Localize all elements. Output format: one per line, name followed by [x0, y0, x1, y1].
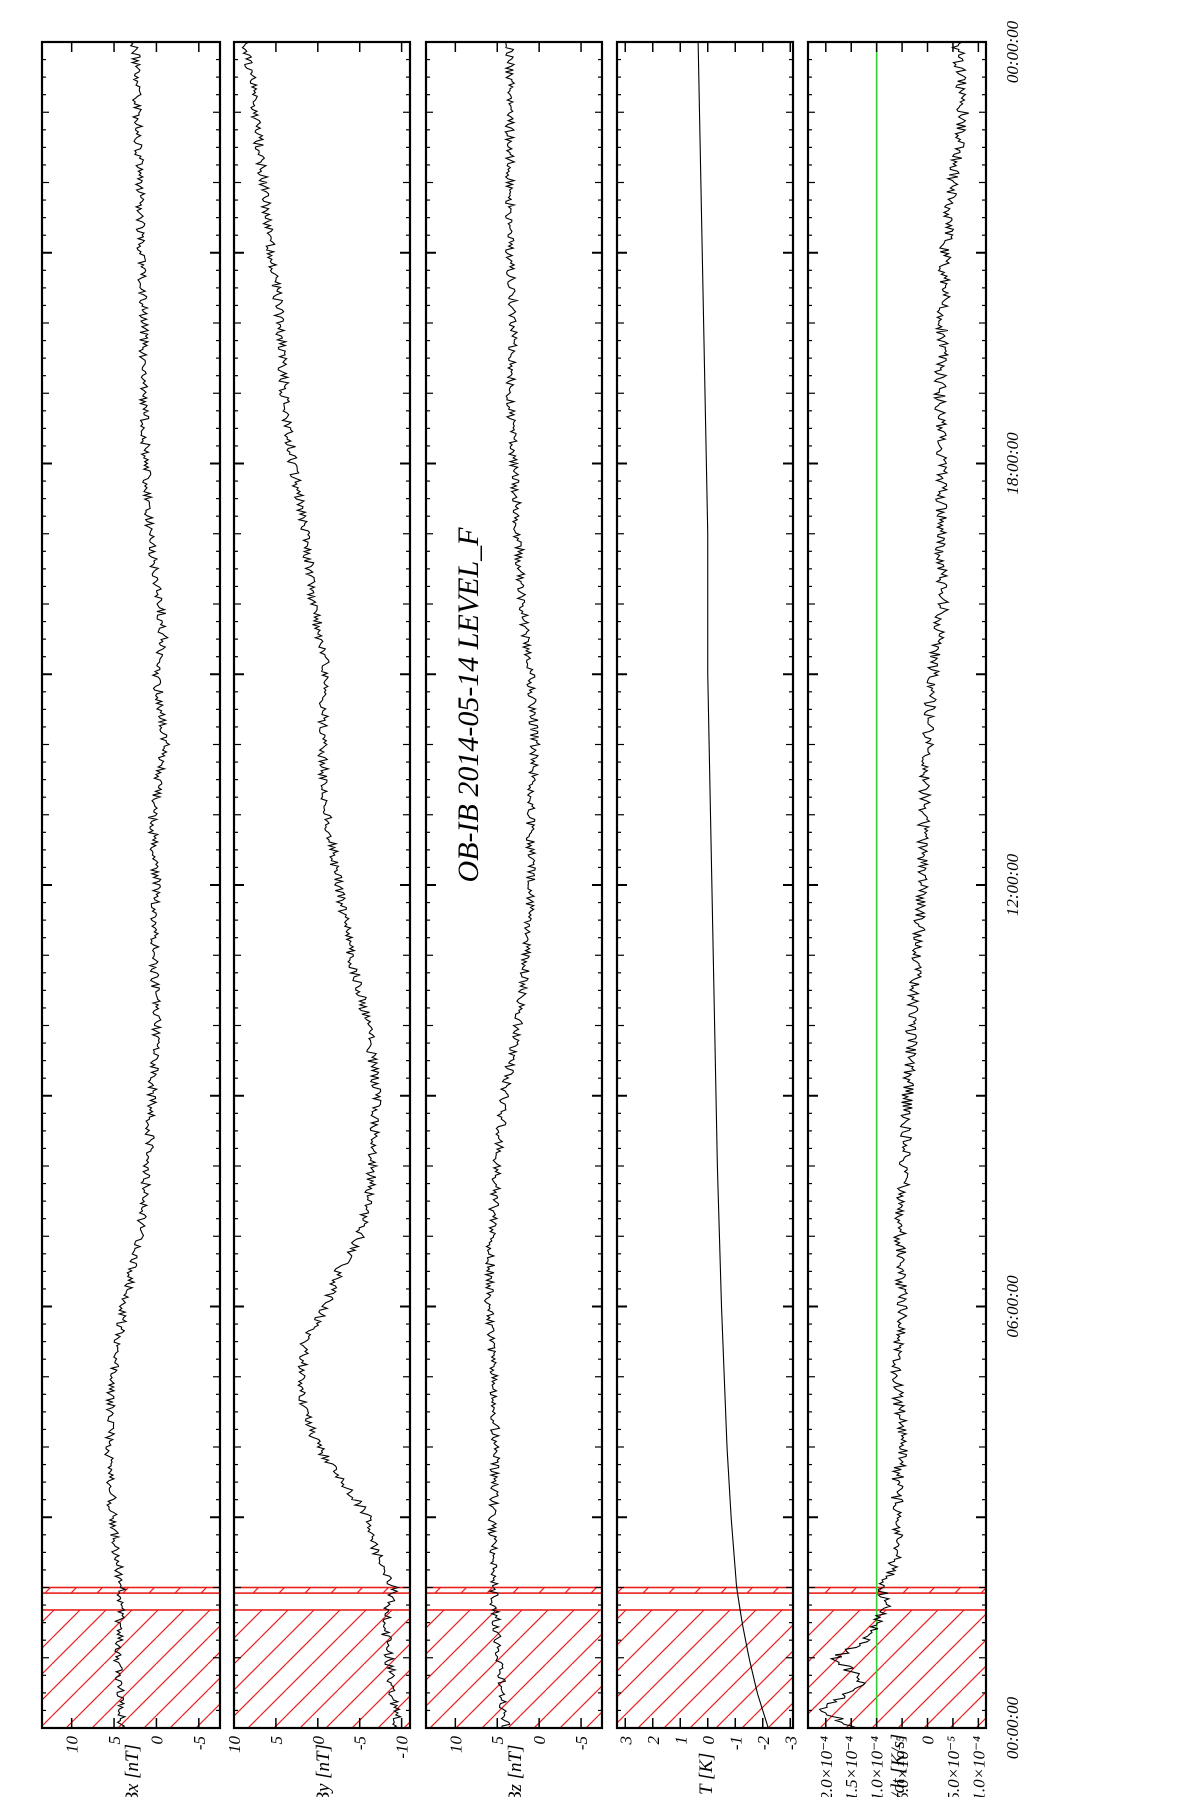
panel-frame-bz — [424, 40, 604, 1730]
series-line-bx — [103, 41, 171, 1729]
tick-label-ddt: -1.0×10⁻⁴ — [969, 1736, 988, 1797]
tick-label-bz: 5 — [488, 1736, 507, 1745]
tick-label-ddt: 1.5×10⁻⁴ — [842, 1736, 861, 1797]
axis-label-by: ∆ By [nT] — [313, 1744, 334, 1797]
hatched-interval-ddt-1 — [807, 1586, 987, 1594]
tick-label-dt: -2 — [754, 1736, 773, 1751]
axis-label-bx: ∆ Bx [nT] — [122, 1744, 143, 1797]
tick-label-ddt: 5.0×10⁻⁵ — [893, 1736, 912, 1797]
panel-dt: 3 2 1 0 -1 -2 -3 ∆ T [K] — [615, 40, 800, 1797]
tick-label-by: -5 — [351, 1736, 370, 1750]
hatched-interval-dt-0 — [616, 1609, 794, 1729]
tick-label-ddt: 1.0×10⁻⁴ — [868, 1736, 887, 1797]
tick-label-bx: 5 — [105, 1736, 124, 1745]
panel-ddt: 2.0×10⁻⁴ 1.5×10⁻⁴ 1.0×10⁻⁴ 5.0×10⁻⁵ 0 -5.0×10… — [806, 40, 988, 1797]
tick-label-bx: 0 — [147, 1736, 166, 1745]
tick-label-dt: 0 — [699, 1736, 718, 1745]
hatched-interval-ddt-0 — [807, 1609, 987, 1729]
series-line-bz — [483, 41, 541, 1729]
hatched-interval-bz-1 — [425, 1586, 603, 1594]
chart-title: OB-IB 2014-05-14 LEVEL_F — [452, 527, 485, 883]
tick-label-bx: 10 — [63, 1736, 82, 1754]
tick-label-bx: -5 — [190, 1736, 209, 1750]
hatched-interval-by-0 — [233, 1609, 411, 1729]
panel-frame-bx — [40, 40, 222, 1730]
tick-label-ddt: 2.0×10⁻⁴ — [817, 1736, 836, 1797]
axis-label-ddt: d∆T/dt [K/s] — [888, 1734, 909, 1797]
tick-label-dt: 1 — [671, 1736, 690, 1745]
tick-label-by: 10 — [225, 1736, 244, 1754]
panel-frame-dt — [615, 40, 795, 1730]
hatched-interval-dt-1 — [616, 1586, 794, 1594]
hatched-interval-by-1 — [233, 1586, 411, 1594]
time-tick-label: 06:00:00 — [1003, 1275, 1022, 1338]
axis-label-bz: ∆ Bz [nT] — [505, 1745, 526, 1797]
tick-label-by: 5 — [267, 1736, 286, 1745]
time-tick-label: 00:00:00 — [1003, 1696, 1022, 1759]
tick-label-bz: 10 — [446, 1736, 465, 1754]
panel-bx: 10 5 0 -5 ∆ Bx [nT] — [40, 40, 222, 1797]
time-tick-label: 12:00:00 — [1003, 853, 1022, 916]
chart-title-group: OB-IB 2014-05-14 LEVEL_F — [452, 527, 485, 883]
time-tick-label: 00:00:00 — [1003, 20, 1022, 83]
chart-panels: 10 5 0 -5∆ Bx [nT] 10 5 0 -5 -10∆ By [nT] 10 5 0 -5∆… — [40, 40, 988, 1797]
panel-bz: 10 5 0 -5 ∆ Bz [nT] — [424, 40, 604, 1797]
series-line-ddt — [818, 41, 969, 1729]
tick-label-dt: -3 — [781, 1736, 800, 1750]
time-axis: 00:00:00 06:00:00 12:00:00 18:00:00 00:00:00 — [1003, 20, 1022, 1759]
time-tick-label: 18:00:00 — [1003, 432, 1022, 495]
panel-by: 10 5 0 -5 -10 ∆ By [nT] — [225, 40, 412, 1797]
hatched-interval-bx-1 — [41, 1586, 221, 1594]
tick-label-dt: 3 — [616, 1736, 635, 1746]
tick-label-by: -10 — [393, 1736, 412, 1759]
axis-label-dt: ∆ T [K] — [696, 1753, 717, 1797]
tick-label-dt: -1 — [726, 1736, 745, 1750]
series-line-by — [241, 41, 403, 1729]
hatched-interval-bx-0 — [41, 1609, 221, 1729]
tick-label-bz: 0 — [530, 1736, 549, 1745]
tick-label-ddt: 0 — [919, 1736, 938, 1745]
hatched-interval-bz-0 — [425, 1609, 603, 1729]
tick-label-dt: 2 — [644, 1736, 663, 1745]
tick-label-bz: -5 — [572, 1736, 591, 1750]
series-line-dt — [697, 41, 769, 1729]
tick-label-by: 0 — [309, 1736, 328, 1745]
panel-frame-by — [232, 40, 412, 1730]
tick-label-ddt: -5.0×10⁻⁵ — [944, 1736, 963, 1797]
